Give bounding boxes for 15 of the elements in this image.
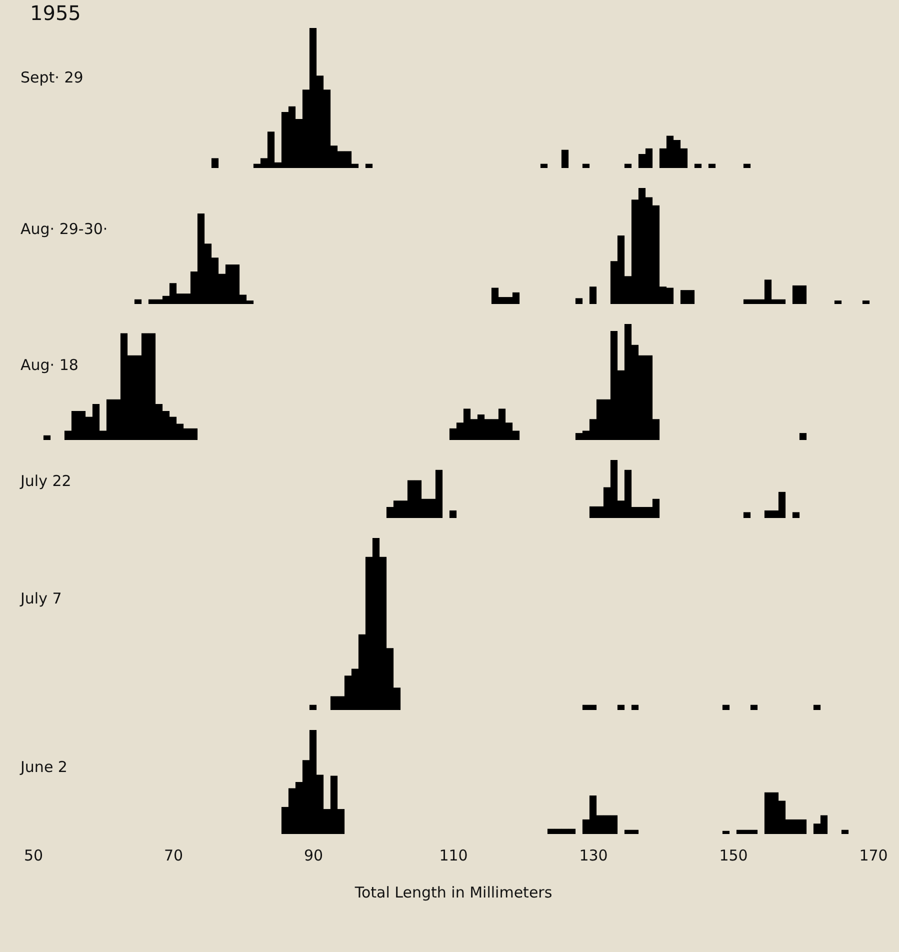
x-tick-label: 90 <box>304 846 324 864</box>
x-tick-label: 170 <box>859 846 888 864</box>
y-axis-title: Aug· 29-30· <box>20 220 108 238</box>
y-axis-title: June 2 <box>20 758 68 776</box>
x-tick-label: 70 <box>164 846 184 864</box>
x-tick-label: 130 <box>579 846 608 864</box>
y-axis-title: Sept· 29 <box>20 68 84 86</box>
y-axis-title: July 7 <box>20 590 62 608</box>
x-tick-label: 150 <box>719 846 748 864</box>
x-tick-label: 50 <box>24 846 44 864</box>
y-axis-title: July 22 <box>20 472 72 490</box>
chart-title: 1955 <box>30 1 81 25</box>
x-tick-label: 110 <box>439 846 468 864</box>
y-axis-title: Aug· 18 <box>20 356 78 374</box>
x-axis-title: Total Length in Millimeters <box>354 884 552 902</box>
